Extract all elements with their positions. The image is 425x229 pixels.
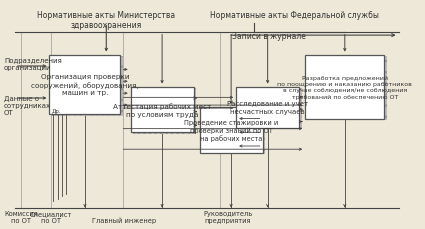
FancyBboxPatch shape <box>308 57 387 121</box>
Text: Др.: Др. <box>51 108 61 113</box>
FancyBboxPatch shape <box>49 55 120 114</box>
Text: Нормативные акты Министерства
здравоохранения: Нормативные акты Министерства здравоохра… <box>37 11 176 30</box>
FancyBboxPatch shape <box>305 55 384 119</box>
FancyBboxPatch shape <box>239 89 302 130</box>
Text: Проведение стажировки и
проверки знаний по ОТ
на рабочих места: Проведение стажировки и проверки знаний … <box>184 119 278 142</box>
FancyBboxPatch shape <box>52 57 123 116</box>
Text: Подразделения
организации: Подразделения организации <box>4 58 62 71</box>
Text: Разработка предложений
по поощрению и наказанию работников
в случае соблюдения/н: Разработка предложений по поощрению и на… <box>278 75 412 99</box>
Text: Нормативные акты Федеральной службы: Нормативные акты Федеральной службы <box>210 11 379 20</box>
Text: Специалист
по ОТ: Специалист по ОТ <box>29 210 72 223</box>
Text: Расследование и учет
несчастных случаев: Расследование и учет несчастных случаев <box>227 101 308 114</box>
Text: Организация проверки
сооружений, оборудования,
машин и тр.: Организация проверки сооружений, оборудо… <box>31 74 139 96</box>
FancyBboxPatch shape <box>202 109 266 155</box>
Text: Данные о
сотрудниках
ОТ: Данные о сотрудниках ОТ <box>4 95 51 115</box>
FancyBboxPatch shape <box>133 89 196 134</box>
Text: Главный инженер: Главный инженер <box>93 216 156 223</box>
FancyBboxPatch shape <box>236 87 299 128</box>
Text: Аттестация рабочих мест
по условиям труда: Аттестация рабочих мест по условиям труд… <box>113 103 211 117</box>
Text: Комиссия
по ОТ: Комиссия по ОТ <box>4 210 38 223</box>
FancyBboxPatch shape <box>130 87 193 133</box>
Text: Руководитель
предприятия: Руководитель предприятия <box>204 210 253 223</box>
Text: Записи в журнале: Записи в журнале <box>232 32 306 41</box>
FancyBboxPatch shape <box>200 108 263 153</box>
